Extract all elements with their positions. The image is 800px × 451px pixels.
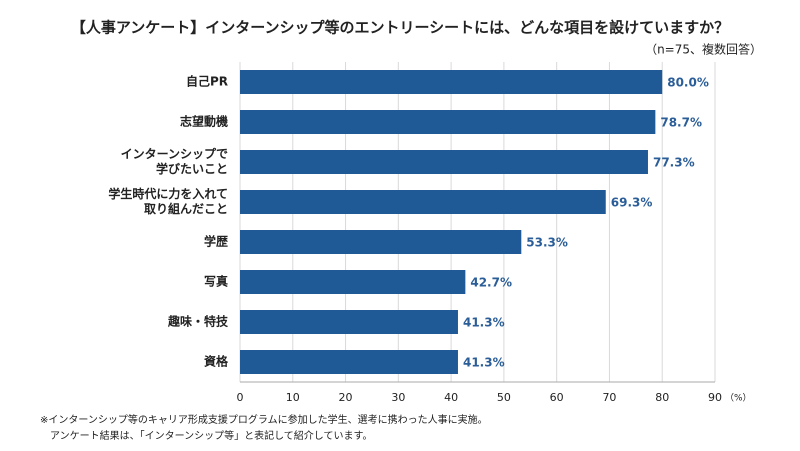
x-tick-label: 0 <box>237 391 244 404</box>
footnote: アンケート結果は、「インターンシップ等」と表記して紹介しています。 <box>50 429 373 442</box>
value-label: 41.3% <box>463 316 505 330</box>
value-label: 53.3% <box>526 236 568 250</box>
x-tick-label: 90 <box>708 391 722 404</box>
x-tick-label: 10 <box>286 391 300 404</box>
y-tick-label: 学生時代に力を入れて 取り組んだこと <box>108 187 228 216</box>
y-tick-label: インターンシップで 学びたいこと <box>120 147 228 176</box>
y-tick-label: 学歴 <box>203 234 228 249</box>
bar <box>240 150 648 174</box>
value-label: 80.0% <box>667 76 709 90</box>
footnote: ※インターンシップ等のキャリア形成支援プログラムに参加した学生、選考に携わった人… <box>40 413 488 426</box>
y-tick-label: 自己PR <box>185 74 228 89</box>
x-axis-label: （%） <box>725 393 752 404</box>
y-tick-label: 趣味・特技 <box>167 314 228 329</box>
bar <box>240 350 458 374</box>
x-tick-label: 50 <box>497 391 511 404</box>
value-label: 77.3% <box>653 156 695 170</box>
value-label: 42.7% <box>470 276 512 290</box>
y-tick-label: 資格 <box>203 354 228 369</box>
y-tick-label: 志望動機 <box>179 114 228 129</box>
chart-subtitle: （n=75、複数回答） <box>645 42 762 57</box>
value-label: 78.7% <box>660 116 702 130</box>
x-tick-label: 70 <box>602 391 616 404</box>
bar <box>240 110 656 134</box>
bar <box>240 270 466 294</box>
y-tick-label: 写真 <box>203 274 228 289</box>
x-tick-label: 80 <box>655 391 669 404</box>
bar <box>240 190 606 214</box>
bar <box>240 310 458 334</box>
chart-title: 【人事アンケート】インターンシップ等のエントリーシートには、どんな項目を設けてい… <box>71 19 729 37</box>
bar <box>240 70 663 94</box>
x-tick-label: 20 <box>339 391 353 404</box>
x-tick-label: 40 <box>444 391 458 404</box>
value-label: 41.3% <box>463 356 505 370</box>
x-tick-label: 60 <box>550 391 564 404</box>
x-tick-label: 30 <box>391 391 405 404</box>
value-label: 69.3% <box>611 196 653 210</box>
bar <box>240 230 522 254</box>
